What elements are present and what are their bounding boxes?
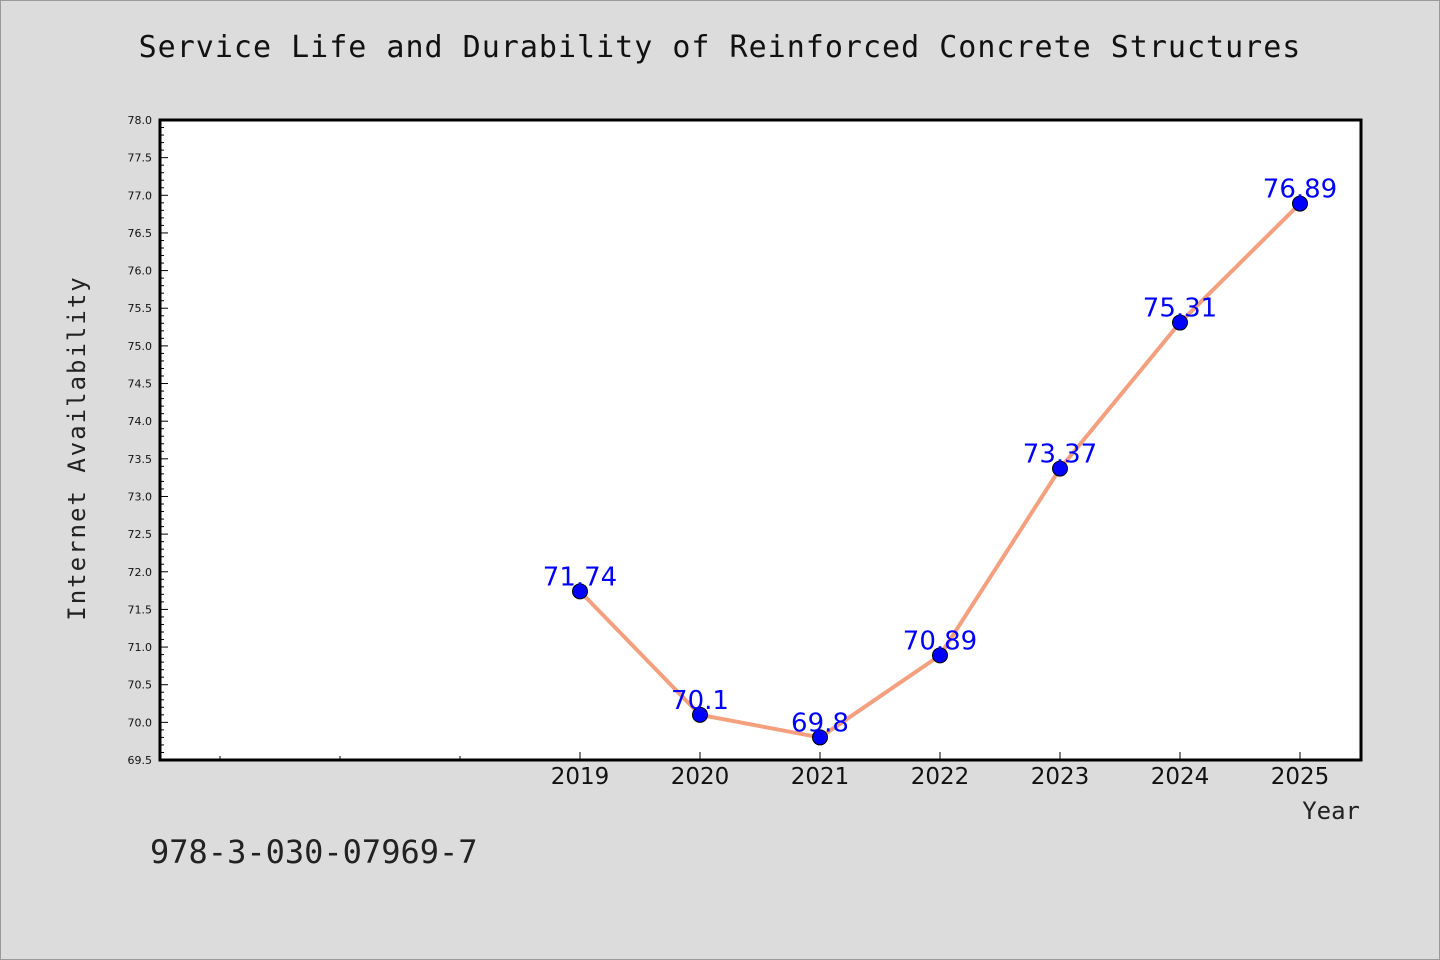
y-tick-label: 71.5 [128, 603, 153, 616]
data-point [1052, 460, 1068, 477]
y-tick-label: 76.5 [128, 227, 153, 240]
plot-area [158, 118, 1363, 762]
x-tick-label: 2023 [1031, 764, 1090, 790]
y-tick-label: 76.0 [128, 265, 153, 278]
y-tick-label: 72.5 [128, 528, 153, 541]
data-point [932, 647, 948, 664]
y-tick-label: 71.0 [128, 641, 153, 654]
y-tick-label: 75.0 [128, 340, 153, 353]
data-label: 70.1 [671, 686, 729, 716]
data-label: 73.37 [1023, 440, 1097, 470]
data-label: 69.8 [791, 708, 849, 738]
series-group [572, 195, 1308, 746]
data-label-group: 71.74 70.1 69.8 70.89 73.37 75.31 76.89 [543, 175, 1337, 739]
y-tick-label: 70.5 [128, 679, 153, 692]
y-tick-label: 74.0 [128, 415, 153, 428]
x-tick-label: 2022 [911, 764, 970, 790]
y-tick-label: 78.0 [128, 114, 153, 127]
y-tick-label: 74.5 [128, 378, 153, 391]
x-axis-label: Year [1302, 797, 1360, 825]
y-axis: 69.5 70.0 70.5 71.0 71.5 72.0 72.5 73.0 73.5 74.0… [128, 114, 168, 767]
x-tick-label: 2019 [551, 764, 610, 790]
y-tick-label: 73.0 [128, 490, 153, 503]
y-tick-label: 70.0 [128, 716, 153, 729]
chart-title: Service Life and Durability of Reinforce… [138, 30, 1302, 65]
x-axis: 2019 2020 2021 2022 2023 2024 2025 [219, 752, 1330, 790]
y-tick-label: 72.0 [128, 566, 153, 579]
data-point [1172, 314, 1188, 331]
data-point [1292, 195, 1308, 212]
data-point [692, 706, 708, 723]
data-point [812, 729, 828, 746]
x-tick-label: 2020 [671, 764, 730, 790]
y-tick-label: 73.5 [128, 453, 153, 466]
data-label: 75.31 [1143, 294, 1217, 324]
data-point [572, 583, 588, 600]
isbn-text: 978-3-030-07969-7 [150, 833, 478, 871]
data-label: 70.89 [903, 626, 977, 656]
x-tick-label: 2025 [1271, 764, 1330, 790]
y-tick-label: 77.0 [128, 189, 153, 202]
data-label: 76.89 [1263, 175, 1337, 205]
y-tick-label: 69.5 [128, 754, 153, 767]
x-tick-label: 2021 [791, 764, 850, 790]
y-tick-label: 77.5 [128, 152, 153, 165]
data-label: 71.74 [543, 562, 617, 592]
y-tick-label: 75.5 [128, 302, 153, 315]
x-tick-label: 2024 [1151, 764, 1210, 790]
